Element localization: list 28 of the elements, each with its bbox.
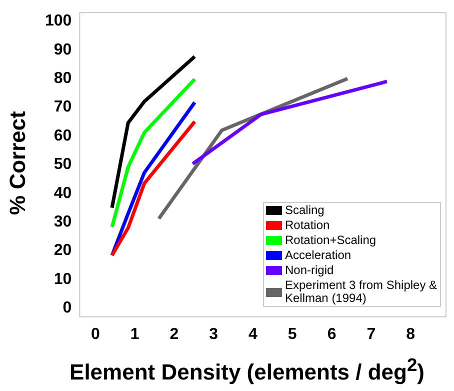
y-tick-label: 80: [54, 70, 72, 88]
y-tick-label: 100: [44, 12, 72, 30]
y-tick-label: 0: [62, 300, 72, 317]
x-tick-label: 4: [248, 326, 258, 343]
y-tick-label: 90: [54, 41, 72, 58]
y-axis-title: % Correct: [5, 110, 31, 217]
y-tick-label: 30: [54, 214, 72, 230]
x-tick-label: 7: [366, 326, 376, 343]
y-tick-label: 10: [54, 270, 72, 288]
y-tick-label: 40: [54, 184, 72, 202]
x-axis-title: Element Density (elements / deg$^{2}$): [68, 354, 426, 385]
legend-label: Experiment 3 from Shipley & Kellman (1994): [285, 278, 438, 305]
x-tick-label: 2: [170, 326, 179, 343]
x-tick-label: 5: [288, 326, 297, 343]
x-tick-label: 6: [327, 326, 336, 343]
legend-label: Scaling: [285, 203, 324, 217]
y-tick-label: 60: [54, 127, 72, 144]
x-tick-label: 1: [130, 326, 140, 343]
x-tick-label: 0: [90, 326, 100, 343]
legend-label: Non-rigid: [285, 263, 334, 277]
x-tick-label: 3: [209, 326, 218, 343]
legend-label: Rotation: [285, 218, 330, 232]
legend-label: Rotation+Scaling: [285, 233, 376, 247]
y-tick-label: 50: [54, 156, 72, 174]
x-tick-label: 8: [406, 326, 416, 343]
y-tick-label: 70: [54, 98, 72, 116]
y-tick-label: 20: [54, 242, 72, 260]
legend-label: Acceleration: [285, 248, 352, 262]
